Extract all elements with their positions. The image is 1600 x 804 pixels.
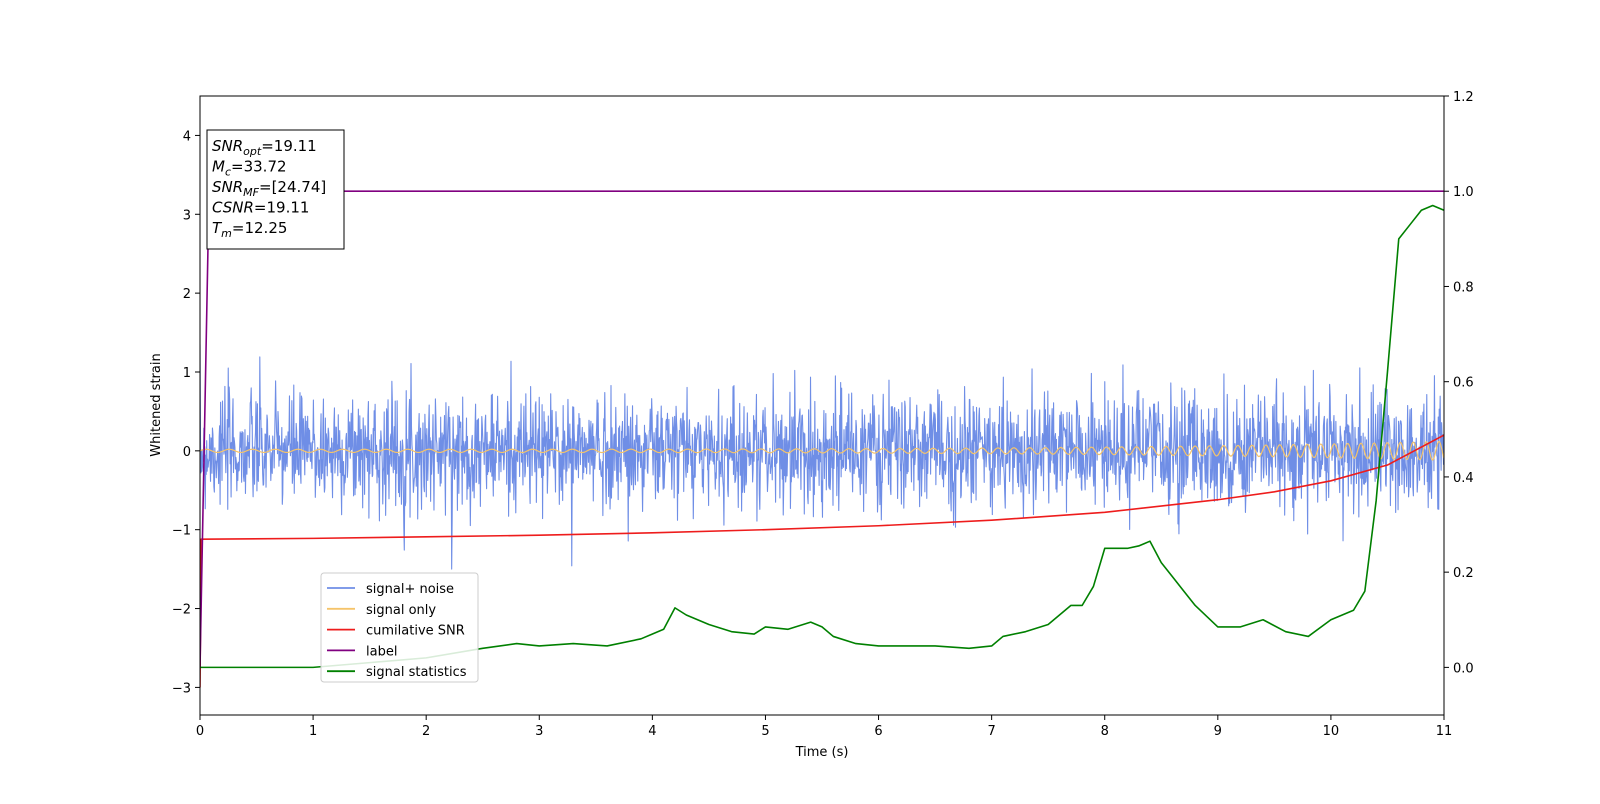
x-tick-label: 0: [196, 724, 204, 739]
x-tick-label: 4: [648, 724, 656, 739]
annotation-box: SNRopt=19.11Mc=33.72SNRMF=[24.74]CSNR=19…: [206, 129, 345, 250]
x-tick-label: 3: [535, 724, 543, 739]
right-y-tick-label: 0.0: [1453, 661, 1474, 676]
x-axis: 0 1 2 3 4 5 6 7 8 9 10 11: [196, 715, 1452, 739]
x-tick-label: 9: [1214, 724, 1222, 739]
legend-entry: cumilative SNR: [366, 624, 465, 639]
x-tick-label: 1: [309, 724, 317, 739]
series-signal-statistics: [200, 204, 1444, 669]
left-y-tick-label: 4: [183, 129, 191, 144]
right-y-tick-label: 0.8: [1453, 280, 1474, 295]
right-y-tick-label: 1.2: [1453, 90, 1474, 105]
annotation-line: CSNR=19.11: [212, 199, 309, 217]
series-signal-only: [200, 440, 1444, 461]
right-y-tick-label: 0.4: [1453, 471, 1474, 486]
legend: signal+ noise signal only cumilative SNR la…: [320, 572, 479, 683]
annotation-line: Mc=33.72: [212, 158, 287, 179]
x-axis-label: Time (s): [795, 745, 849, 760]
left-y-tick-label: 0: [183, 445, 191, 460]
legend-entry: signal only: [366, 603, 436, 618]
left-y-tick-label: 2: [183, 287, 191, 302]
x-tick-label: 6: [874, 724, 882, 739]
right-y-tick-label: 1.0: [1453, 185, 1474, 200]
legend-entry: signal statistics: [366, 665, 467, 680]
left-y-tick-label: −2: [172, 603, 191, 618]
legend-entry: signal+ noise: [366, 582, 454, 597]
left-y-axis: −3 −2 −1 0 1 2 3 4: [172, 129, 200, 696]
x-tick-label: 11: [1436, 724, 1453, 739]
x-tick-label: 2: [422, 724, 430, 739]
annotation-line: Tm=12.25: [212, 219, 287, 240]
y-axis-label: Whitened strain: [149, 353, 164, 456]
legend-frame: [320, 572, 479, 683]
right-y-tick-label: 0.6: [1453, 376, 1474, 391]
right-y-tick-label: 0.2: [1453, 566, 1474, 581]
x-tick-label: 5: [761, 724, 769, 739]
left-y-tick-label: −3: [172, 681, 191, 696]
annotation-line: SNRMF=[24.74]: [212, 178, 326, 199]
x-tick-label: 8: [1101, 724, 1109, 739]
plot-frame: [199, 95, 1445, 716]
series-cumilative-snr: [200, 434, 1444, 688]
annotation-line: SNRopt=19.11: [212, 137, 317, 158]
left-y-tick-label: −1: [172, 524, 191, 539]
right-y-axis: 0.0 0.2 0.4 0.6 0.8 1.0 1.2: [1444, 90, 1474, 676]
annotation-frame: [206, 129, 345, 250]
x-tick-label: 10: [1323, 724, 1340, 739]
x-tick-label: 7: [987, 724, 995, 739]
left-y-tick-label: 3: [183, 208, 191, 223]
legend-entry: label: [366, 644, 397, 659]
series-signal-noise: [200, 344, 1444, 570]
left-y-tick-label: 1: [183, 366, 191, 381]
